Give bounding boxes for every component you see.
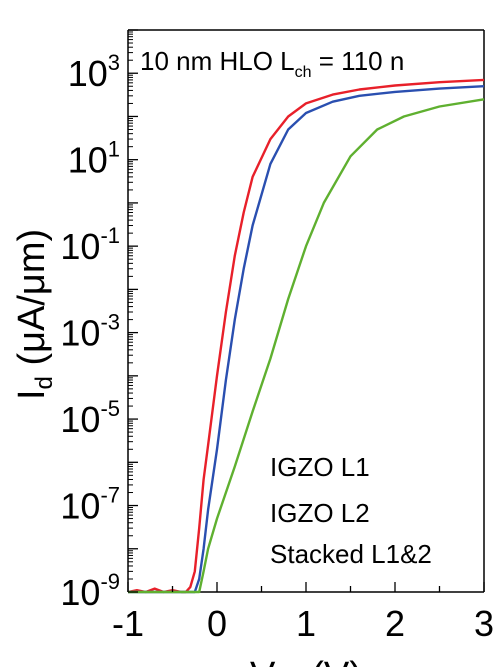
y-tick-label: 10-9: [60, 569, 120, 613]
y-tick-label: 10-7: [60, 483, 120, 527]
y-tick-label: 10-5: [60, 396, 120, 440]
x-axis-title: Vgs (V): [250, 655, 362, 667]
channel-length-annotation: 10 nm HLO Lch = 110 n: [140, 46, 404, 81]
legend-entry-3: Stacked L1&2: [270, 539, 432, 569]
series-layer: [127, 78, 485, 594]
x-tick-label: -1: [112, 603, 144, 644]
series-line-3: [128, 98, 485, 594]
legend-entry-1: IGZO L1: [270, 452, 370, 482]
y-tick-label: 10-3: [60, 310, 120, 354]
ticks-layer: 10-9 10-7 10-5 10-3 10-1 101 103 -1 0 1 2 3: [60, 29, 494, 644]
x-tick-label: 3: [474, 603, 494, 644]
legend-entry-2: IGZO L2: [270, 498, 370, 528]
y-tick-label: 103: [68, 50, 120, 94]
legend: IGZO L1 IGZO L2 Stacked L1&2: [270, 452, 432, 569]
y-tick-label: 10-1: [60, 223, 120, 267]
y-axis-title: Id (μA/μm): [11, 229, 58, 400]
y-tick-label: 101: [68, 137, 120, 181]
x-tick-label: 0: [207, 603, 227, 644]
x-tick-label: 2: [385, 603, 405, 644]
x-tick-label: 1: [296, 603, 316, 644]
